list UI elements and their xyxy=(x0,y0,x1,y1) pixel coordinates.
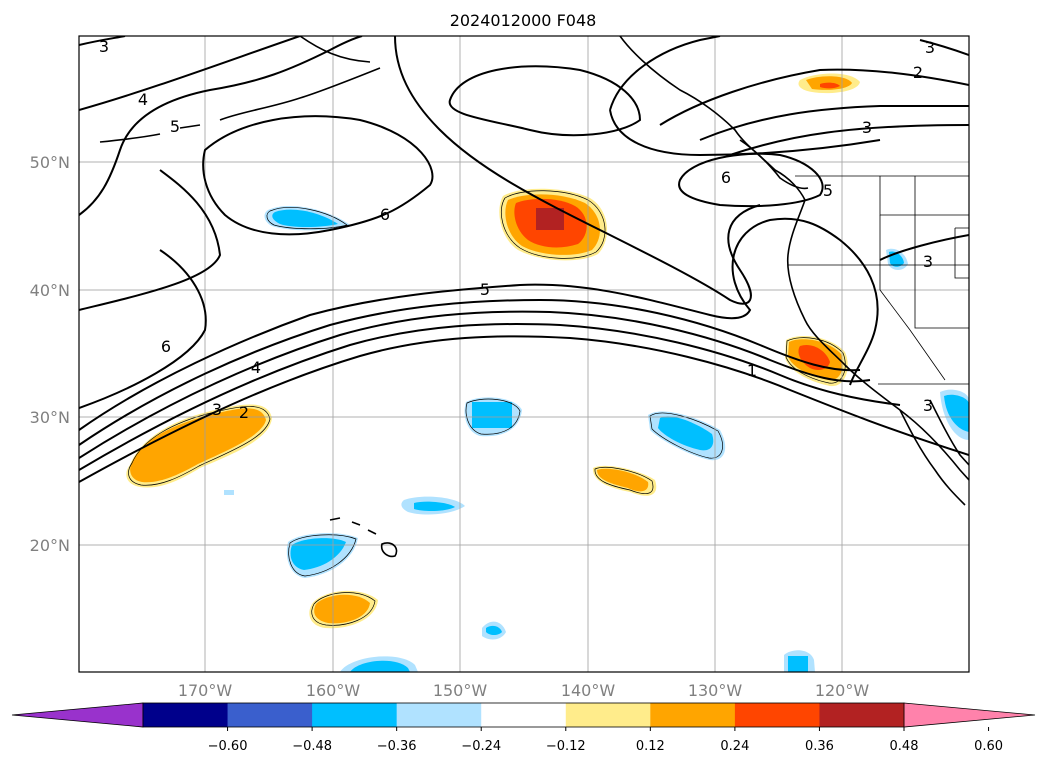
lon-label-160w: 160°W xyxy=(306,681,361,700)
contour-lines xyxy=(79,36,969,483)
contour-label: 5 xyxy=(823,181,833,200)
positive-anomaly-south-central-mid xyxy=(597,468,649,492)
positive-anomaly-central-max xyxy=(536,208,564,230)
colorbar-tick-label: −0.36 xyxy=(377,739,417,754)
map-title: 2024012000 F048 xyxy=(450,11,597,30)
map-area: 3 4 5 6 5 6 6 4 3 2 1 3 2 3 6 5 3 3 xyxy=(79,36,969,672)
contour-label: 5 xyxy=(170,117,180,136)
positive-anomaly-west-mid xyxy=(130,408,266,483)
positive-anomaly-california-high xyxy=(798,344,830,370)
contour-label: 4 xyxy=(251,358,261,377)
colorbar-segment xyxy=(819,703,905,727)
colorbar: −0.60 −0.48 −0.36 −0.24 −0.12 0.12 0.24 0.36 0.4… xyxy=(11,702,1036,754)
negative-anomaly-south-mid xyxy=(350,660,410,672)
negative-anomaly-central-mid xyxy=(472,402,512,428)
positive-anomaly-southwest-mid xyxy=(314,594,370,624)
lon-label-140w: 140°W xyxy=(561,681,616,700)
lon-label-130w: 130°W xyxy=(688,681,743,700)
colorbar-tick-label: −0.12 xyxy=(546,739,586,754)
colorbar-segment xyxy=(396,703,482,727)
negative-anomaly-east-mid xyxy=(658,416,714,451)
colorbar-segment xyxy=(650,703,736,727)
colorbar-segment xyxy=(143,703,229,727)
colorbar-segment xyxy=(481,703,567,727)
contour-label: 3 xyxy=(99,37,109,56)
contour-labels: 3 4 5 6 5 6 6 4 3 2 1 3 2 3 6 5 3 3 xyxy=(99,37,935,422)
latitude-labels: 50°N 40°N 30°N 20°N xyxy=(30,153,70,555)
lon-label-170w: 170°W xyxy=(178,681,233,700)
lat-label-30n: 30°N xyxy=(30,408,70,427)
lon-label-150w: 150°W xyxy=(433,681,488,700)
positive-anomaly-northeast-high xyxy=(820,82,840,89)
colorbar-segment xyxy=(227,703,313,727)
anomaly-outlines xyxy=(128,190,846,626)
colorbar-right-extension xyxy=(903,702,1036,728)
contour-label: 3 xyxy=(212,400,222,419)
contour-label: 5 xyxy=(480,280,490,299)
contour-label: 4 xyxy=(138,90,148,109)
negative-anomaly-southwest-us-mid xyxy=(944,394,969,432)
colorbar-tick-label: −0.24 xyxy=(461,739,501,754)
political-borders xyxy=(788,175,969,385)
contour-label: 2 xyxy=(239,403,249,422)
negative-anomaly-small-mid xyxy=(486,625,502,635)
map-frame xyxy=(78,35,970,673)
contour-label: 3 xyxy=(862,118,872,137)
colorbar-tick-label: 0.60 xyxy=(974,739,1003,754)
negative-anomaly-north-mid xyxy=(272,209,338,227)
negative-anomaly-hawaii-north-mid xyxy=(414,501,455,512)
colorbar-frame xyxy=(142,702,905,728)
contour-label: 6 xyxy=(380,205,390,224)
contour-label: 6 xyxy=(161,337,171,356)
colorbar-segment xyxy=(312,703,398,727)
contour-label: 2 xyxy=(913,63,923,82)
negative-anomaly-hawaii-mid xyxy=(290,538,346,570)
shaded-fields xyxy=(126,73,969,672)
negative-anomaly-tiny xyxy=(224,490,234,495)
contour-label: 3 xyxy=(923,252,933,271)
lon-label-120w: 120°W xyxy=(815,681,870,700)
colorbar-tick-label: 0.48 xyxy=(890,739,919,754)
contour-label: 3 xyxy=(923,396,933,415)
lat-label-20n: 20°N xyxy=(30,536,70,555)
colorbar-segment xyxy=(734,703,820,727)
colorbar-tick-label: −0.48 xyxy=(292,739,332,754)
lat-label-40n: 40°N xyxy=(30,281,70,300)
colorbar-tick-label: 0.24 xyxy=(720,739,749,754)
colorbar-tick-label: −0.60 xyxy=(208,739,248,754)
contour-label: 6 xyxy=(721,168,731,187)
colorbar-tick-label: 0.36 xyxy=(805,739,834,754)
colorbar-left-extension xyxy=(11,702,144,728)
contour-label: 1 xyxy=(747,361,757,380)
contour-label: 3 xyxy=(925,38,935,57)
lat-label-50n: 50°N xyxy=(30,153,70,172)
negative-anomaly-baja-mid xyxy=(788,656,808,672)
colorbar-segment xyxy=(565,703,651,727)
map-gridlines xyxy=(79,36,969,672)
longitude-labels: 170°W 160°W 150°W 140°W 130°W 120°W xyxy=(178,681,870,700)
colorbar-tick-label: 0.12 xyxy=(636,739,665,754)
